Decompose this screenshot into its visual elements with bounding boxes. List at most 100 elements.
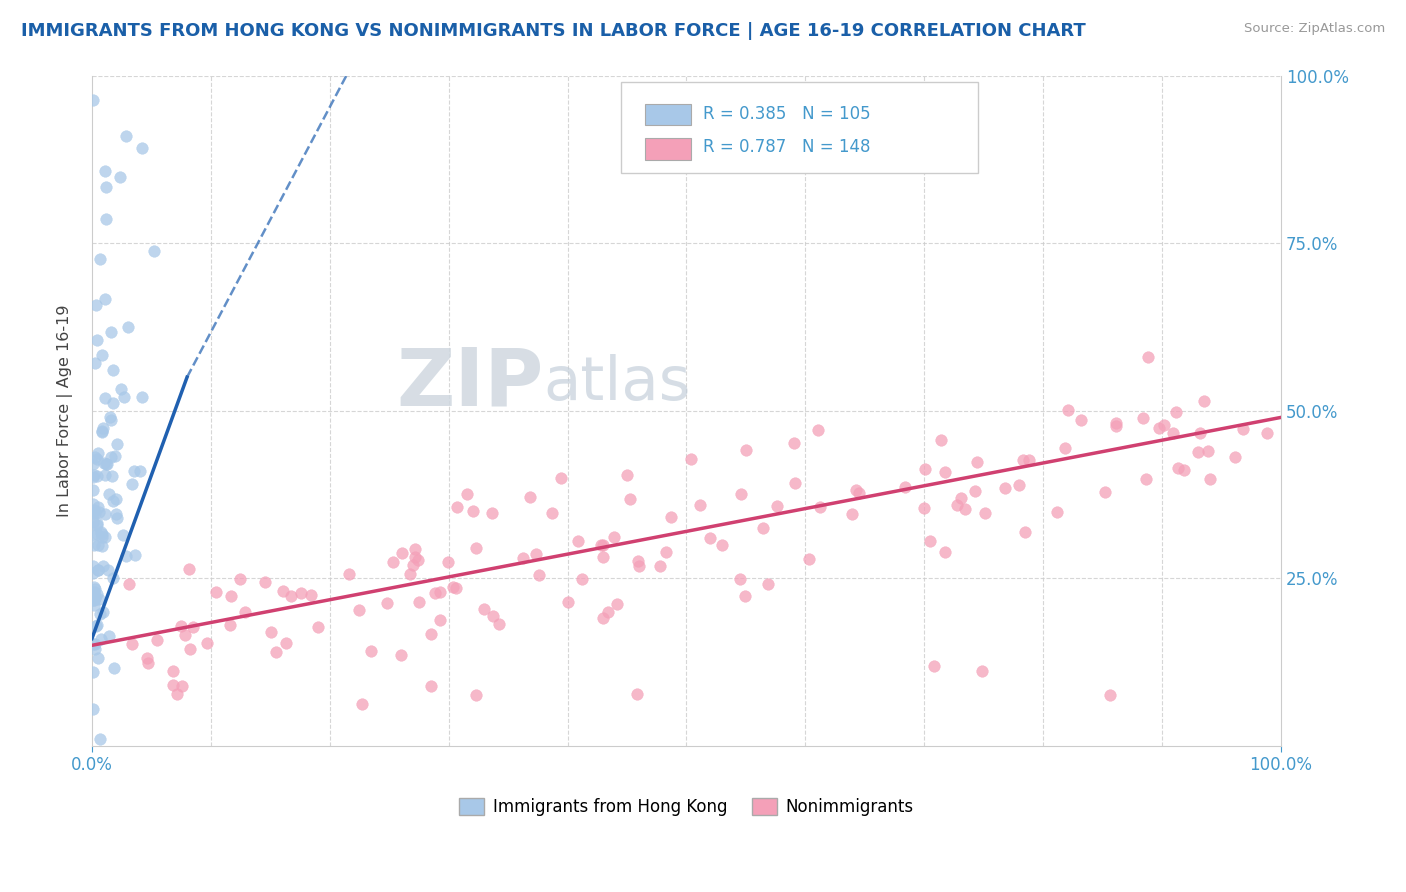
Point xyxy=(90,527,112,541)
Point xyxy=(461,504,484,518)
Point xyxy=(1197,443,1219,458)
Point xyxy=(352,697,374,711)
Point xyxy=(965,483,987,498)
Point xyxy=(91,605,114,619)
Point xyxy=(912,500,935,515)
Point xyxy=(84,636,107,650)
Point xyxy=(260,624,283,639)
Point xyxy=(87,563,110,577)
Point xyxy=(1173,463,1195,477)
Point xyxy=(785,476,807,491)
Point xyxy=(271,584,294,599)
Point xyxy=(83,538,105,552)
Point xyxy=(100,325,122,339)
Point xyxy=(93,530,115,544)
Text: ZIP: ZIP xyxy=(396,345,544,423)
Point xyxy=(918,534,941,549)
Point xyxy=(1070,413,1092,427)
Point xyxy=(146,633,169,648)
Point xyxy=(914,462,936,476)
Point xyxy=(429,584,451,599)
Point xyxy=(1105,416,1128,430)
Point xyxy=(1008,478,1031,492)
Point xyxy=(90,539,112,553)
Point xyxy=(94,164,117,178)
Point xyxy=(86,527,108,541)
Point xyxy=(950,491,973,505)
Point xyxy=(100,450,122,464)
Point xyxy=(87,505,110,519)
Point xyxy=(845,483,868,497)
Point xyxy=(83,467,105,482)
Point xyxy=(1104,419,1126,434)
Point xyxy=(82,506,104,520)
Point xyxy=(659,509,682,524)
Point xyxy=(91,559,114,574)
Point xyxy=(110,169,132,184)
Point xyxy=(699,532,721,546)
Point xyxy=(841,507,863,521)
Point xyxy=(86,518,108,533)
Point xyxy=(592,550,614,565)
Point xyxy=(406,553,429,567)
Point xyxy=(627,554,650,568)
Point xyxy=(96,458,118,472)
Point xyxy=(299,588,322,602)
Point xyxy=(86,618,108,632)
Point xyxy=(170,618,193,632)
Point xyxy=(101,363,124,377)
Point xyxy=(115,129,138,144)
Point xyxy=(1192,393,1215,408)
Point xyxy=(347,603,370,617)
Point xyxy=(524,547,547,561)
Point xyxy=(402,558,425,573)
Point xyxy=(446,500,468,515)
Point xyxy=(179,562,201,576)
Point xyxy=(807,423,830,437)
Point xyxy=(179,641,201,656)
Point xyxy=(218,618,240,632)
Point xyxy=(124,548,146,562)
Point xyxy=(603,530,626,544)
Point xyxy=(929,433,952,447)
Point xyxy=(91,530,114,544)
Point xyxy=(83,587,105,601)
Point xyxy=(94,391,117,405)
Point xyxy=(404,549,426,564)
Point xyxy=(87,563,110,577)
Point xyxy=(266,645,288,659)
Text: atlas: atlas xyxy=(544,354,692,413)
Point xyxy=(233,605,256,619)
Point xyxy=(519,490,541,504)
Point xyxy=(83,592,105,607)
Point xyxy=(1094,484,1116,499)
Point xyxy=(118,576,141,591)
Point xyxy=(592,538,614,552)
Point xyxy=(221,590,243,604)
Point xyxy=(83,582,105,597)
Point xyxy=(541,506,564,520)
Point xyxy=(994,482,1017,496)
Point xyxy=(83,642,105,657)
Point xyxy=(84,356,107,370)
Point xyxy=(103,494,125,508)
Point xyxy=(94,292,117,306)
Point xyxy=(91,425,114,439)
Point xyxy=(592,611,614,625)
Point xyxy=(512,551,534,566)
Point xyxy=(97,563,120,577)
Point xyxy=(84,506,107,520)
Point xyxy=(124,464,146,478)
Point xyxy=(404,542,426,557)
FancyBboxPatch shape xyxy=(645,103,692,125)
Point xyxy=(689,498,711,512)
Point xyxy=(728,572,751,586)
Point xyxy=(567,533,589,548)
Point xyxy=(1153,418,1175,433)
Point xyxy=(606,597,628,611)
Point xyxy=(734,589,756,603)
Point xyxy=(1014,525,1036,540)
Point xyxy=(82,515,104,529)
Point xyxy=(173,628,195,642)
Point xyxy=(86,516,108,530)
